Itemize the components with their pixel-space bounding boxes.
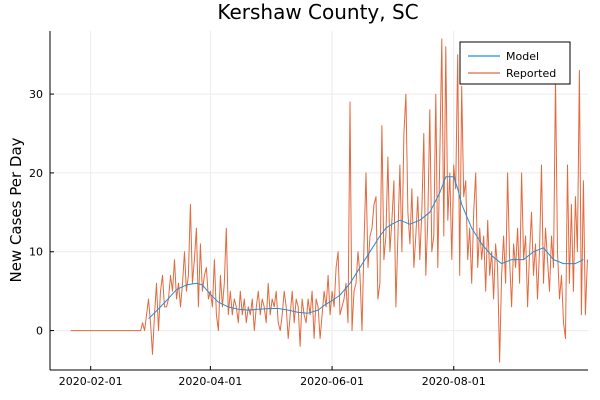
x-tick-label: 2020-06-01 <box>300 375 364 388</box>
x-tick-label: 2020-04-01 <box>178 375 242 388</box>
legend-label-reported: Reported <box>506 67 556 80</box>
legend: Model Reported <box>459 41 571 85</box>
tick-layer: 0 10 20 30 2020-02-01 2020-04-01 2020-06-01 202… <box>29 88 486 388</box>
y-tick-label: 30 <box>29 88 43 101</box>
x-tick-label: 2020-08-01 <box>422 375 486 388</box>
legend-box <box>459 41 571 85</box>
legend-label-model: Model <box>506 50 539 63</box>
y-axis-label: New Cases Per Day <box>7 137 25 282</box>
series-line-model <box>148 176 584 320</box>
y-tick-label: 20 <box>29 167 43 180</box>
y-tick-label: 10 <box>29 246 43 259</box>
axis-layer <box>49 31 588 371</box>
y-tick-label: 0 <box>36 325 43 338</box>
chart-title: Kershaw County, SC <box>217 0 418 24</box>
x-tick-label: 2020-02-01 <box>59 375 123 388</box>
series-line-reported <box>70 38 588 363</box>
series-layer <box>70 38 588 363</box>
